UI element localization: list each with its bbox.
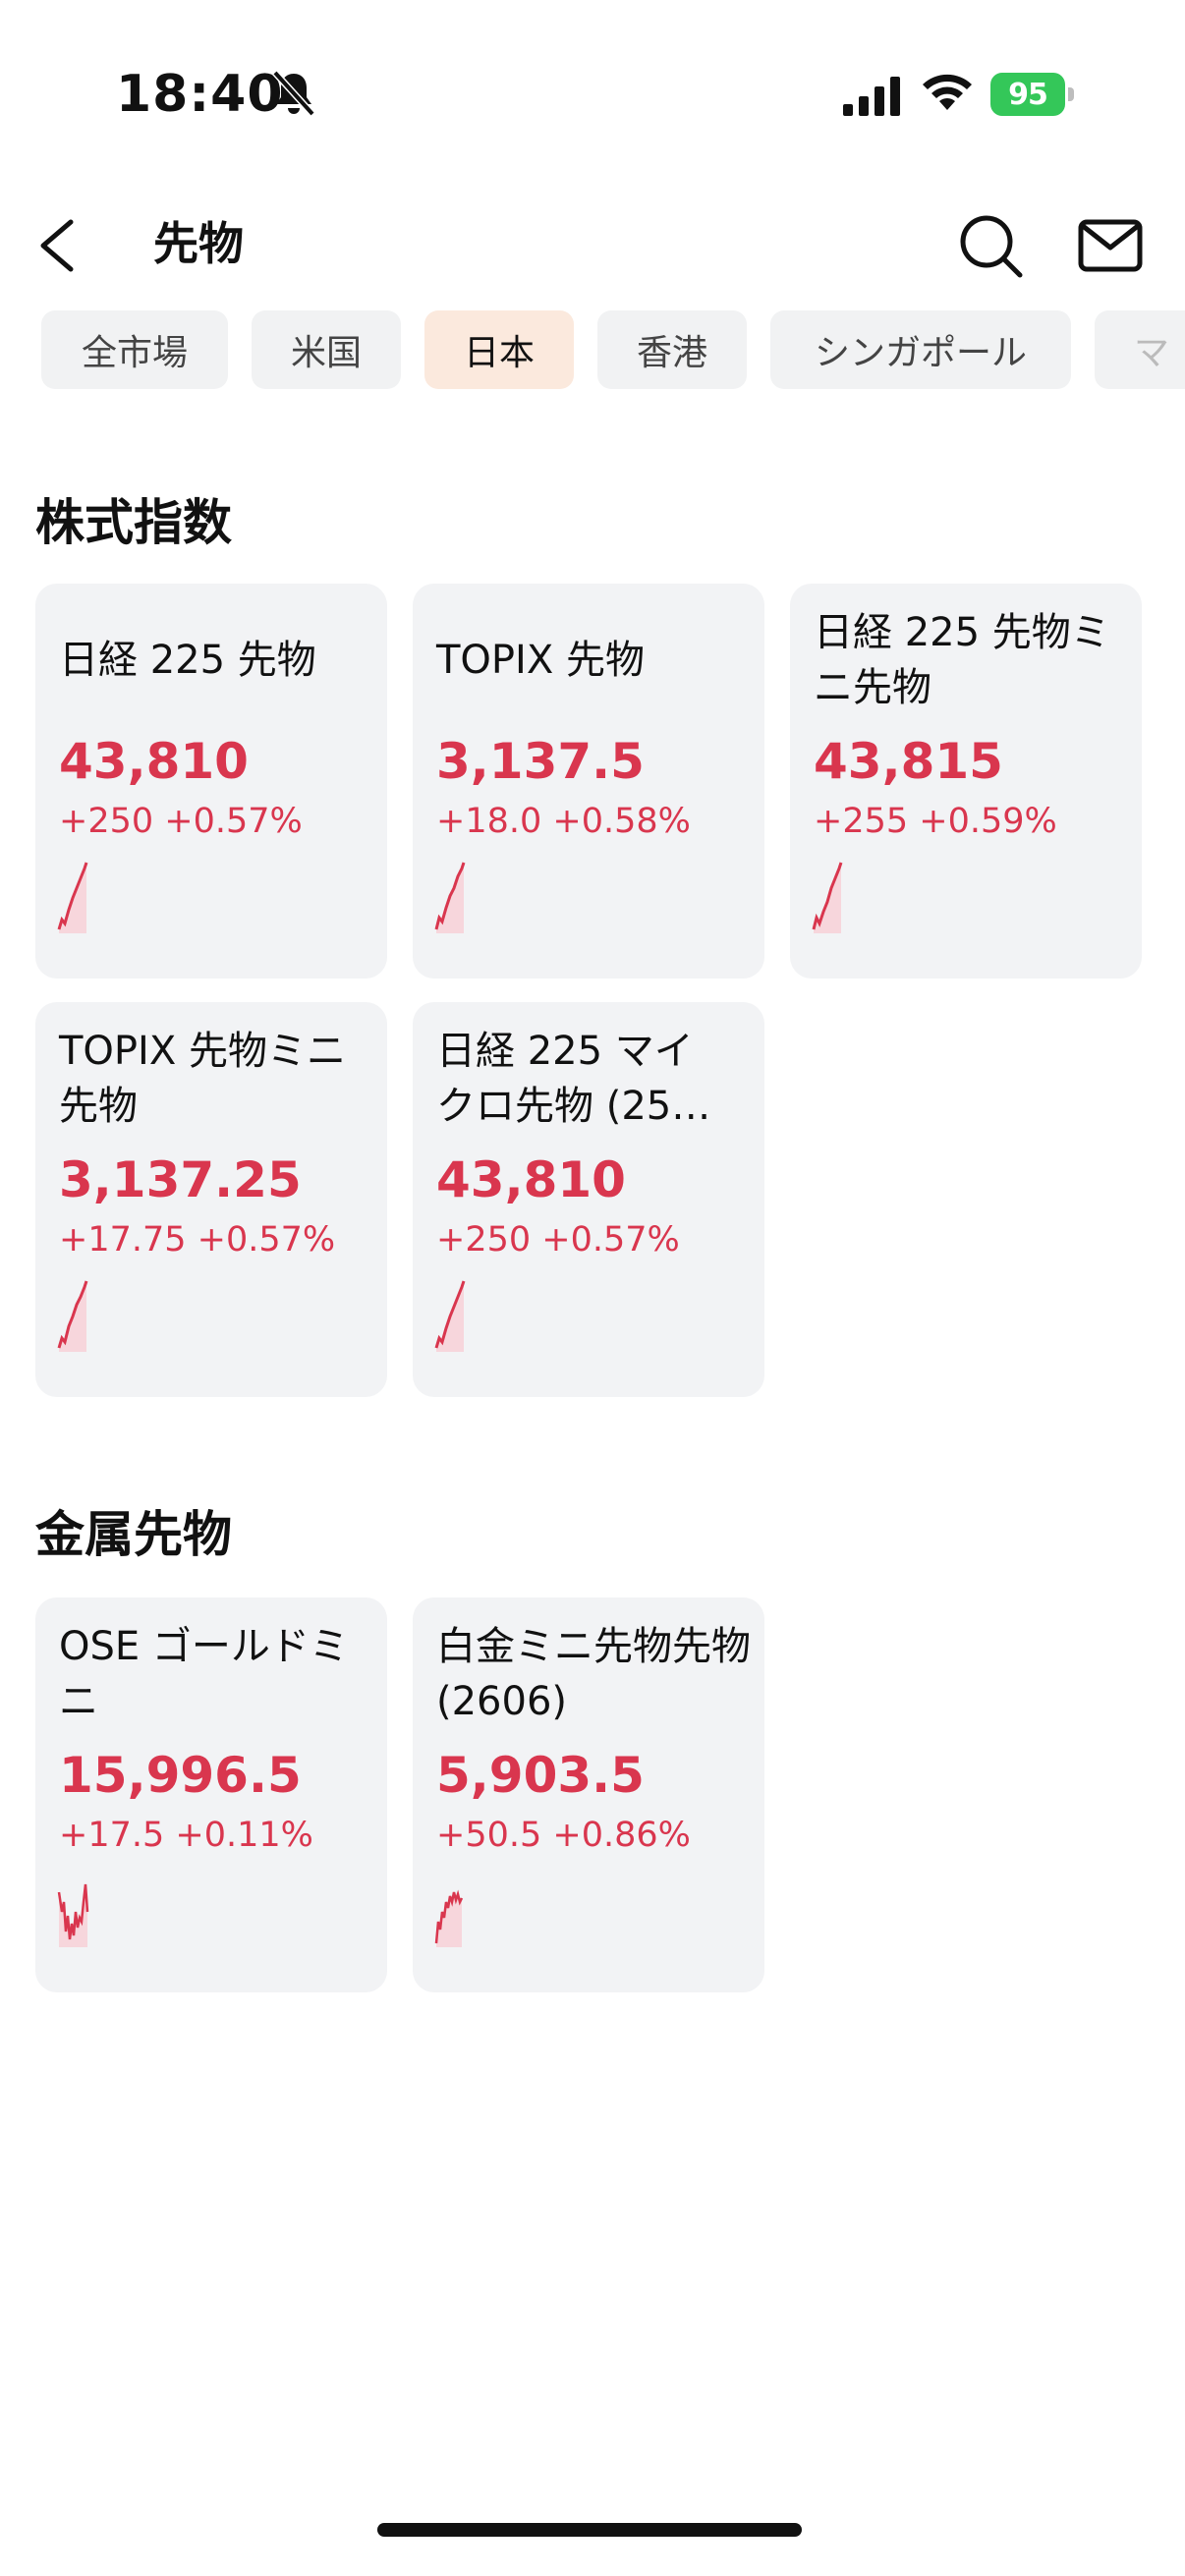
section-title-stock-index: 株式指数 bbox=[35, 494, 232, 551]
card-price: 43,815 bbox=[814, 733, 1003, 790]
card-price: 3,137.25 bbox=[59, 1151, 302, 1208]
wifi-icon bbox=[923, 74, 972, 110]
mail-icon[interactable] bbox=[1071, 206, 1150, 285]
page-title: 先物 bbox=[153, 217, 244, 270]
futures-card[interactable]: TOPIX 先物 3,137.5 +18.0 +0.58% bbox=[413, 584, 764, 979]
futures-card[interactable]: 白金ミニ先物先物 (2606) 5,903.5 +50.5 +0.86% bbox=[413, 1597, 764, 1992]
silent-bell-icon bbox=[272, 70, 315, 117]
card-price: 43,810 bbox=[59, 733, 249, 790]
card-name: OSE ゴールドミニ bbox=[59, 1624, 349, 1724]
card-name: 白金ミニ先物先物 (2606) bbox=[436, 1624, 751, 1724]
card-change: +18.0 +0.58% bbox=[436, 802, 691, 841]
tab-us[interactable]: 米国 bbox=[252, 310, 401, 389]
status-bar: 18:40 95 bbox=[0, 0, 1185, 187]
search-icon[interactable] bbox=[951, 206, 1030, 285]
sparkline-chart bbox=[434, 1889, 464, 1947]
card-price: 5,903.5 bbox=[436, 1747, 645, 1804]
card-name: TOPIX 先物ミニ先物 bbox=[59, 1029, 346, 1129]
futures-card[interactable]: TOPIX 先物ミニ先物 3,137.25 +17.75 +0.57% bbox=[35, 1002, 387, 1397]
card-name-line1: 日経 225 マイ bbox=[436, 1029, 694, 1074]
tab-singapore[interactable]: シンガポール bbox=[770, 310, 1071, 389]
sparkline-chart bbox=[812, 862, 843, 933]
futures-card[interactable]: OSE ゴールドミニ 15,996.5 +17.5 +0.11% bbox=[35, 1597, 387, 1992]
futures-card[interactable]: 日経 225 先物ミニ先物 43,815 +255 +0.59% bbox=[790, 584, 1142, 979]
sparkline-chart bbox=[57, 862, 88, 933]
sparkline-chart bbox=[434, 862, 466, 933]
card-price: 3,137.5 bbox=[436, 733, 645, 790]
cellular-signal-icon bbox=[843, 77, 900, 116]
card-change: +255 +0.59% bbox=[814, 802, 1057, 841]
home-indicator[interactable] bbox=[377, 2523, 802, 2537]
card-change: +250 +0.57% bbox=[59, 802, 303, 841]
card-change: +250 +0.57% bbox=[436, 1220, 680, 1260]
card-name: 日経 225 先物ミニ先物 bbox=[814, 610, 1110, 710]
sparkline-chart bbox=[434, 1280, 466, 1352]
nav-bar: 先物 bbox=[0, 187, 1185, 314]
card-name: TOPIX 先物 bbox=[436, 638, 645, 683]
status-time: 18:40 bbox=[116, 65, 284, 124]
futures-card[interactable]: 日経 225 マイ クロ先物 (25… 43,810 +250 +0.57% bbox=[413, 1002, 764, 1397]
card-name: 日経 225 マイ クロ先物 (25… bbox=[436, 1024, 751, 1134]
section-title-metal-futures: 金属先物 bbox=[35, 1506, 232, 1563]
tab-japan[interactable]: 日本 bbox=[424, 310, 574, 389]
tab-hong-kong[interactable]: 香港 bbox=[597, 310, 747, 389]
futures-card[interactable]: 日経 225 先物 43,810 +250 +0.57% bbox=[35, 584, 387, 979]
card-change: +17.75 +0.57% bbox=[59, 1220, 336, 1260]
card-name: 日経 225 先物 bbox=[59, 638, 316, 683]
sparkline-chart bbox=[57, 1883, 89, 1947]
card-price: 43,810 bbox=[436, 1151, 626, 1208]
card-change: +50.5 +0.86% bbox=[436, 1816, 691, 1855]
market-tabs: 全市場 米国 日本 香港 シンガポール マ bbox=[0, 310, 1185, 391]
card-change: +17.5 +0.11% bbox=[59, 1816, 313, 1855]
battery-icon: 95 bbox=[990, 73, 1075, 116]
sparkline-chart bbox=[57, 1280, 88, 1352]
battery-level: 95 bbox=[990, 73, 1065, 116]
tab-all-markets[interactable]: 全市場 bbox=[41, 310, 228, 389]
tab-more[interactable]: マ bbox=[1095, 310, 1185, 389]
card-name-line2: クロ先物 (25… bbox=[436, 1084, 711, 1129]
back-icon[interactable] bbox=[29, 206, 98, 285]
card-price: 15,996.5 bbox=[59, 1747, 302, 1804]
